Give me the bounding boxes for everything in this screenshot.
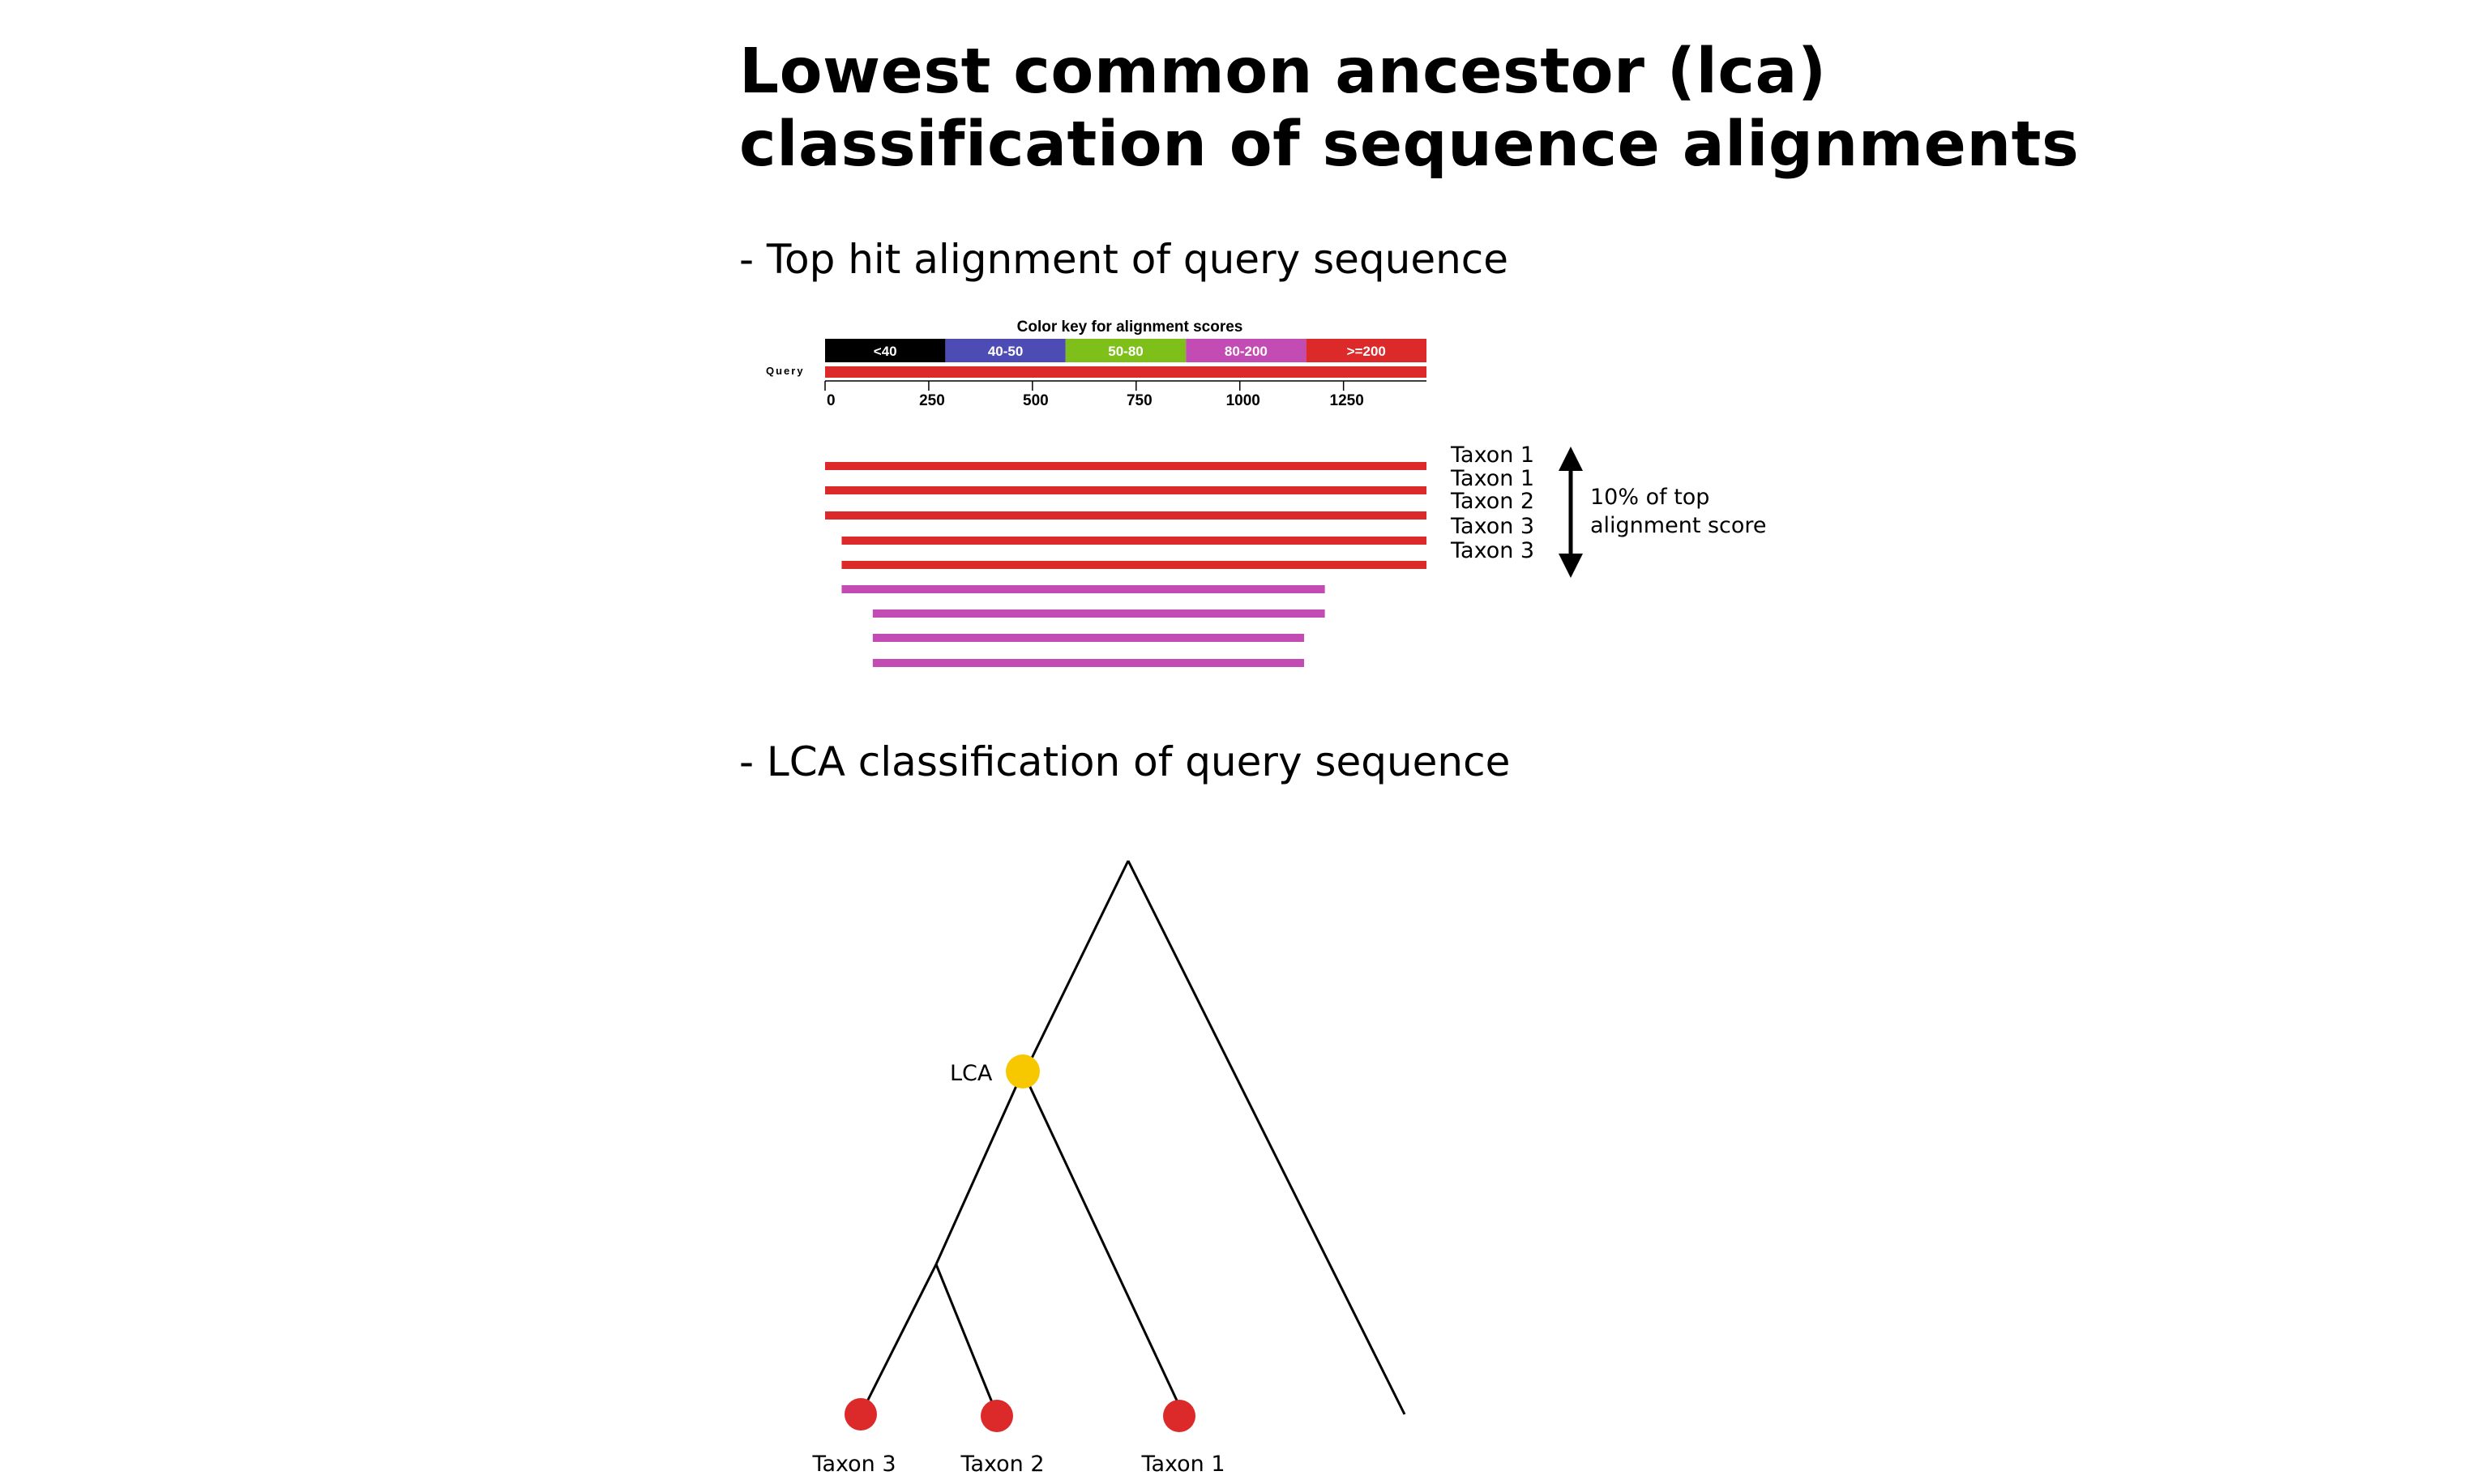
tree-edge-lca-taxon1: [1021, 1071, 1185, 1415]
leaf-node-taxon3: [845, 1398, 877, 1431]
axis-tick-label: 1250: [1330, 392, 1364, 409]
alignment-hit-label: Taxon 1: [1450, 443, 1534, 468]
leaf-label-taxon3: Taxon 3: [811, 1452, 896, 1477]
slide-title: Lowest common ancestor (lca) classificat…: [739, 36, 2079, 182]
alignment-hit-bar: [841, 537, 1426, 545]
alignment-hit-bar: [872, 659, 1305, 667]
color-key-bin: [825, 339, 946, 362]
color-key-bin: [1186, 339, 1307, 362]
color-key: Color key for alignment scores <40 40-50 5…: [766, 319, 1426, 409]
title-line-2: classification of sequence alignments: [739, 109, 2080, 181]
alignment-hit-bar: [872, 609, 1325, 618]
color-key-bin-label: 40-50: [988, 344, 1023, 359]
axis-tick-label: 1000: [1226, 392, 1260, 409]
threshold-note-line-1: 10% of top: [1590, 485, 1709, 510]
title-line-1: Lowest common ancestor (lca): [739, 36, 1827, 108]
color-key-bin-label: 80-200: [1225, 344, 1268, 359]
tree-edge-inner-taxon3: [859, 1264, 938, 1415]
query-axis-ticks: 0 250 500 750 1000 1250: [824, 381, 1364, 409]
lca-label: LCA: [950, 1061, 993, 1086]
leaf-label-taxon1: Taxon 1: [1140, 1452, 1225, 1477]
lca-tree: [859, 860, 1406, 1415]
section-heading-lca: - LCA classification of query sequence: [739, 738, 1511, 785]
color-key-bin: [945, 339, 1066, 362]
alignment-hit-bar: [841, 585, 1325, 593]
leaf-node-taxon1: [1163, 1400, 1195, 1432]
section-heading-alignment: - Top hit alignment of query sequence: [739, 236, 1509, 283]
alignment-hit-bar: [872, 634, 1305, 642]
color-key-bin: [1065, 339, 1187, 362]
leaf-label-taxon2: Taxon 2: [960, 1452, 1044, 1477]
query-bar: [825, 366, 1426, 378]
color-key-bin-label: 50-80: [1108, 344, 1143, 359]
alignment-hit-label: Taxon 3: [1450, 514, 1534, 539]
alignment-hit-bar: [825, 462, 1426, 470]
query-label: Query: [766, 365, 805, 377]
color-key-bin-label: <40: [874, 344, 897, 359]
axis-tick-label: 500: [1023, 392, 1049, 409]
tree-edge-inner-taxon2: [934, 1264, 999, 1415]
axis-tick-label: 750: [1127, 392, 1153, 409]
lca-node: [1006, 1054, 1040, 1088]
threshold-note-line-2: alignment score: [1590, 513, 1767, 538]
tree-edge-root-outgroup: [1127, 860, 1406, 1415]
color-key-bin: [1306, 339, 1426, 362]
leaf-node-taxon2: [981, 1400, 1013, 1432]
color-key-bin-label: >=200: [1347, 344, 1386, 359]
axis-tick-label: 0: [827, 392, 836, 409]
alignment-hit-bar: [825, 486, 1426, 494]
alignment-hit-label: Taxon 1: [1450, 466, 1534, 491]
alignment-hit-label: Taxon 2: [1450, 489, 1534, 514]
alignment-hit-bar: [825, 511, 1426, 520]
color-key-title: Color key for alignment scores: [1017, 319, 1243, 336]
tree-edge-lca-inner: [934, 1071, 1024, 1265]
tree-edge-root-lca: [1024, 860, 1130, 1072]
axis-tick-label: 250: [919, 392, 945, 409]
alignment-hit-label: Taxon 3: [1450, 538, 1534, 563]
color-key-bins: <40 40-50 50-80 80-200 >=200: [825, 339, 1426, 362]
alignment-hit-bar: [841, 561, 1426, 569]
